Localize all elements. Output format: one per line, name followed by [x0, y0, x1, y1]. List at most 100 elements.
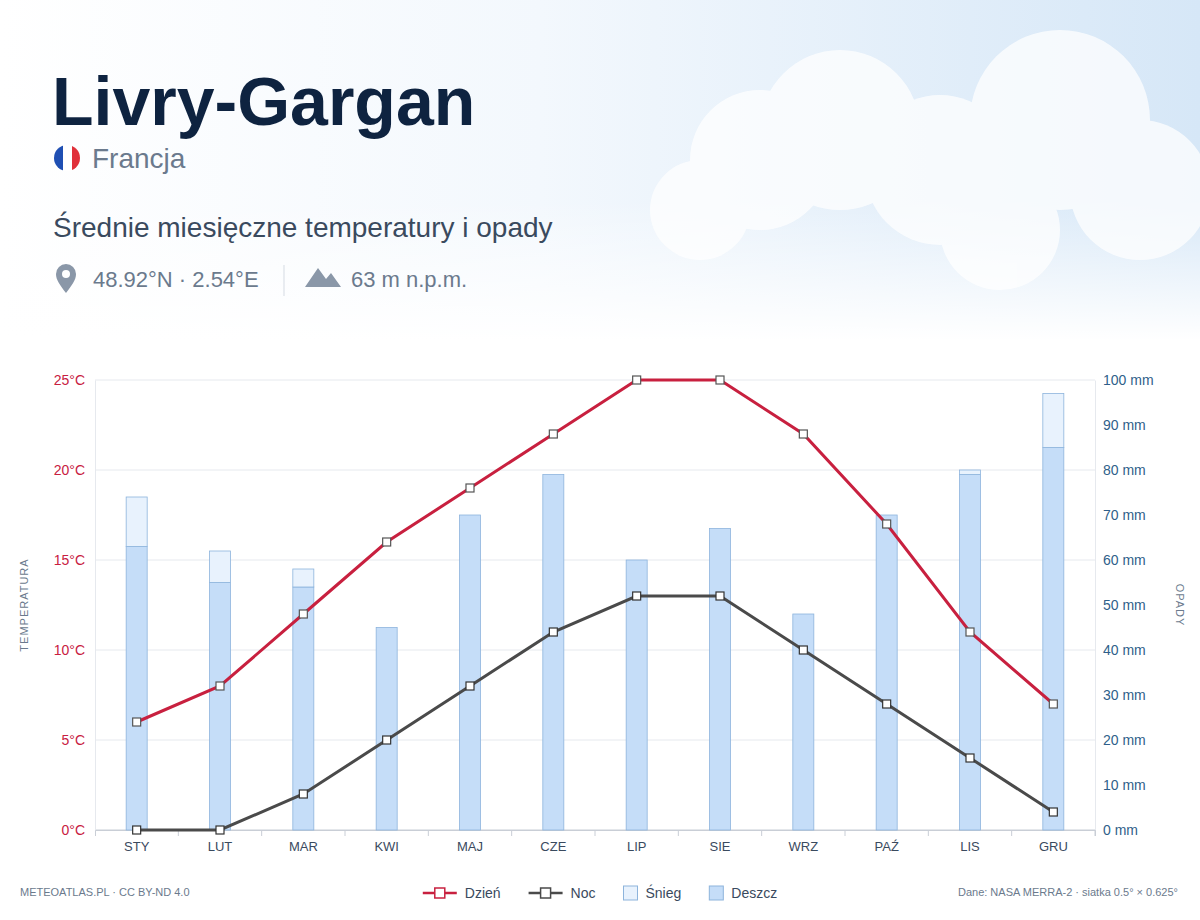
tick: 60 mm — [1095, 552, 1146, 568]
title: Livry-Gargan — [52, 63, 475, 139]
marker — [466, 682, 474, 690]
tick: 0°C — [62, 822, 96, 838]
legend: Dzień Noc Śnieg Deszcz — [423, 884, 777, 901]
bar — [210, 551, 231, 583]
coordinates: 48.92°N · 2.54°E — [93, 267, 259, 292]
grid-line — [95, 470, 1095, 471]
tick-label: LIP — [627, 839, 647, 854]
tick-label: 10 mm — [1103, 777, 1146, 793]
marker — [966, 628, 974, 636]
tick-mark — [1011, 830, 1012, 836]
marker — [1049, 808, 1057, 816]
legend-item: Deszcz — [709, 885, 777, 901]
marker — [633, 592, 641, 600]
marker — [799, 646, 807, 654]
grid-line — [95, 380, 1095, 381]
tick: KWI — [374, 830, 428, 854]
marker — [383, 736, 391, 744]
tick-label: 90 mm — [1103, 417, 1146, 433]
pin-hole — [62, 270, 70, 278]
axis-title: OPADY — [1174, 584, 1186, 627]
tick-label: 0°C — [62, 822, 86, 838]
tick: LIS — [960, 830, 1011, 854]
legend-item: Dzień — [423, 885, 501, 901]
marker — [216, 682, 224, 690]
marker — [883, 520, 891, 528]
axis-line — [95, 381, 96, 831]
tick: 70 mm — [1095, 507, 1146, 523]
bars — [126, 394, 1064, 831]
marker — [716, 376, 724, 384]
tick-mark — [428, 830, 429, 836]
tick-label: WRZ — [789, 839, 819, 854]
legend-swatch — [623, 886, 637, 900]
mountain-icon — [305, 268, 341, 287]
marker — [383, 538, 391, 546]
tick-label: LIS — [960, 839, 980, 854]
tick: 20 mm — [1095, 732, 1146, 748]
legend-label: Deszcz — [731, 885, 777, 901]
tick-label: 25°C — [54, 372, 85, 388]
tick-label: SIE — [710, 839, 731, 854]
tick-label: LUT — [208, 839, 233, 854]
separator — [284, 265, 285, 296]
tick: MAJ — [457, 830, 512, 854]
axis-line — [1095, 381, 1096, 831]
grid-line — [95, 560, 1095, 561]
axis-line — [96, 831, 1096, 837]
legend-label: Śnieg — [645, 884, 681, 901]
pin-shape — [56, 264, 76, 293]
pin-icon — [56, 264, 76, 293]
tick: SIE — [710, 830, 762, 854]
mountain-shape — [305, 268, 341, 287]
bar — [460, 515, 481, 830]
tick-mark — [678, 830, 679, 836]
bar — [210, 583, 231, 831]
tick-label: STY — [124, 839, 150, 854]
tick: 0 mm — [1095, 822, 1138, 838]
tick-mark — [511, 830, 512, 836]
tick-label: 40 mm — [1103, 642, 1146, 658]
tick-label: 0 mm — [1103, 822, 1138, 838]
flag — [54, 145, 81, 171]
marker — [799, 430, 807, 438]
bar — [293, 587, 314, 830]
marker — [966, 754, 974, 762]
marker — [299, 790, 307, 798]
tick-mark — [595, 830, 596, 836]
tick: 90 mm — [1095, 417, 1146, 433]
x-axis: STYLUTMARKWIMAJCZELIPSIEWRZPAŹLISGRU — [96, 830, 1096, 854]
y-axis: 0°C5°C10°C15°C20°C25°C — [54, 372, 96, 838]
legend-label: Noc — [571, 885, 596, 901]
marker — [466, 484, 474, 492]
tick-label: 80 mm — [1103, 462, 1146, 478]
tick: LIP — [627, 830, 678, 854]
legend-item: Śnieg — [623, 884, 681, 901]
flag-part — [54, 145, 63, 171]
tick-mark — [261, 830, 262, 836]
grid-line — [95, 650, 1095, 651]
tick-label: CZE — [540, 839, 566, 854]
bar — [543, 475, 564, 831]
bar — [543, 474, 564, 475]
bar — [1043, 448, 1064, 831]
line — [137, 596, 1054, 830]
flag-part — [63, 145, 72, 171]
grid — [95, 380, 1095, 830]
legend-label: Dzień — [465, 885, 501, 901]
tick-label: 20°C — [54, 462, 85, 478]
tick-label: KWI — [374, 839, 399, 854]
bar — [376, 628, 397, 831]
tick-mark — [928, 830, 929, 836]
tick-label: 10°C — [54, 642, 85, 658]
bar — [960, 475, 981, 831]
tick-label: 15°C — [54, 552, 85, 568]
tick-label: 60 mm — [1103, 552, 1146, 568]
marker — [549, 430, 557, 438]
tick: 25°C — [54, 372, 95, 388]
bar — [876, 515, 897, 830]
subtitle: Francja — [92, 143, 186, 174]
tick: 10°C — [54, 642, 95, 658]
bar — [460, 515, 481, 516]
tick-mark — [1095, 830, 1096, 836]
